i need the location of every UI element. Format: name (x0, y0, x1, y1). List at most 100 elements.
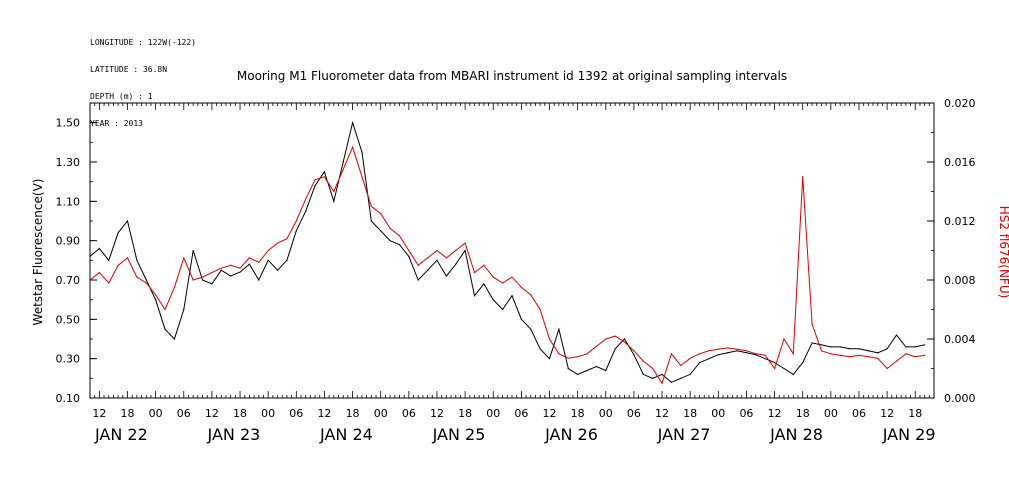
data-point-wetstar (802, 362, 804, 364)
x-hour-label: 12 (543, 407, 557, 420)
x-hour-label: 12 (430, 407, 444, 420)
data-point-hs2 (849, 356, 851, 358)
data-point-wetstar (305, 210, 307, 212)
data-point-wetstar (773, 362, 776, 364)
data-point-hs2 (342, 168, 344, 170)
data-point-hs2 (558, 353, 560, 355)
data-point-wetstar (248, 263, 251, 265)
data-point-hs2 (877, 357, 879, 359)
data-point-hs2 (811, 323, 813, 325)
data-point-hs2 (211, 272, 213, 274)
x-hour-label: 12 (205, 407, 219, 420)
data-point-wetstar (389, 240, 391, 242)
data-point-hs2 (783, 338, 785, 340)
data-point-wetstar (764, 358, 766, 360)
data-point-hs2 (924, 354, 926, 356)
data-point-wetstar (502, 308, 504, 311)
data-point-hs2 (361, 176, 363, 178)
data-point-hs2 (895, 360, 898, 362)
data-point-hs2 (858, 354, 860, 356)
data-point-hs2 (708, 350, 710, 352)
x-hour-label: 18 (458, 407, 472, 420)
data-point-wetstar (877, 352, 879, 354)
data-point-wetstar (220, 269, 222, 271)
data-point-wetstar (117, 232, 119, 234)
x-day-label: JAN 27 (657, 425, 711, 444)
x-hour-label: 12 (768, 407, 782, 420)
data-point-wetstar (136, 259, 138, 261)
data-point-wetstar (211, 283, 213, 285)
data-point-hs2 (267, 249, 269, 252)
y2-tick-label: 0.020 (944, 97, 976, 110)
data-point-hs2 (792, 353, 794, 355)
data-point-wetstar (849, 348, 851, 350)
y2-tick-label: 0.004 (944, 333, 976, 346)
data-point-wetstar (867, 350, 869, 352)
data-point-wetstar (445, 275, 447, 277)
data-point-wetstar (886, 348, 888, 350)
data-point-hs2 (764, 354, 766, 356)
data-point-wetstar (436, 259, 438, 261)
data-point-hs2 (745, 350, 748, 352)
data-point-wetstar (727, 352, 729, 354)
data-point-hs2 (502, 282, 504, 284)
data-point-wetstar (567, 367, 569, 370)
data-point-wetstar (483, 283, 485, 285)
data-point-wetstar (708, 358, 710, 360)
data-point-hs2 (286, 238, 288, 240)
data-point-wetstar (464, 249, 466, 252)
x-hour-label: 18 (346, 407, 360, 420)
data-point-wetstar (548, 358, 551, 360)
data-point-wetstar (201, 279, 204, 281)
meta-block: LONGITUDE : 122W(-122) LATITUDE : 36.8N … (90, 20, 196, 137)
data-point-hs2 (661, 382, 663, 384)
data-point-hs2 (323, 176, 326, 178)
data-point-hs2 (614, 335, 616, 337)
data-point-hs2 (305, 198, 307, 200)
x-hour-label: 12 (880, 407, 894, 420)
meta-longitude: LONGITUDE : 122W(-122) (90, 38, 196, 47)
x-hour-label: 00 (711, 407, 725, 420)
data-point-wetstar (314, 185, 316, 187)
data-point-wetstar (351, 122, 354, 124)
data-point-hs2 (417, 264, 419, 266)
x-day-label: JAN 22 (94, 425, 148, 444)
data-point-hs2 (408, 249, 410, 252)
data-point-wetstar (614, 348, 616, 350)
data-point-wetstar (755, 354, 757, 356)
data-point-wetstar (895, 334, 898, 336)
data-point-wetstar (473, 295, 476, 297)
data-point-wetstar (286, 259, 288, 261)
x-day-label: JAN 24 (319, 425, 373, 444)
data-point-hs2 (370, 205, 372, 207)
data-point-wetstar (164, 328, 166, 330)
y-tick-label: 0.50 (56, 313, 81, 326)
x-hour-label: 18 (121, 407, 135, 420)
data-point-wetstar (577, 373, 579, 375)
data-point-wetstar (295, 230, 297, 232)
data-point-wetstar (276, 269, 279, 271)
y2-tick-label: 0.012 (944, 215, 976, 228)
data-point-wetstar (905, 346, 907, 348)
y2-axis-label: HS2 fl676(NFU) (997, 206, 1009, 299)
data-point-hs2 (492, 276, 494, 278)
data-point-wetstar (811, 342, 813, 344)
y-tick-label: 1.10 (56, 195, 81, 208)
data-point-hs2 (605, 338, 607, 340)
data-point-hs2 (464, 242, 466, 244)
series-line-wetstar (90, 120, 925, 383)
data-point-wetstar (380, 230, 382, 232)
data-point-hs2 (867, 356, 869, 358)
y2-tick-label: 0.008 (944, 274, 976, 287)
data-point-hs2 (145, 282, 147, 284)
data-point-wetstar (670, 381, 673, 383)
data-point-hs2 (445, 257, 447, 259)
data-point-wetstar (558, 328, 560, 330)
data-point-hs2 (398, 235, 401, 237)
data-point-hs2 (276, 242, 279, 244)
data-point-wetstar (520, 318, 522, 320)
y-tick-label: 0.70 (56, 274, 81, 287)
data-point-wetstar (333, 200, 335, 202)
data-point-wetstar (717, 354, 719, 356)
data-point-hs2 (173, 286, 175, 288)
